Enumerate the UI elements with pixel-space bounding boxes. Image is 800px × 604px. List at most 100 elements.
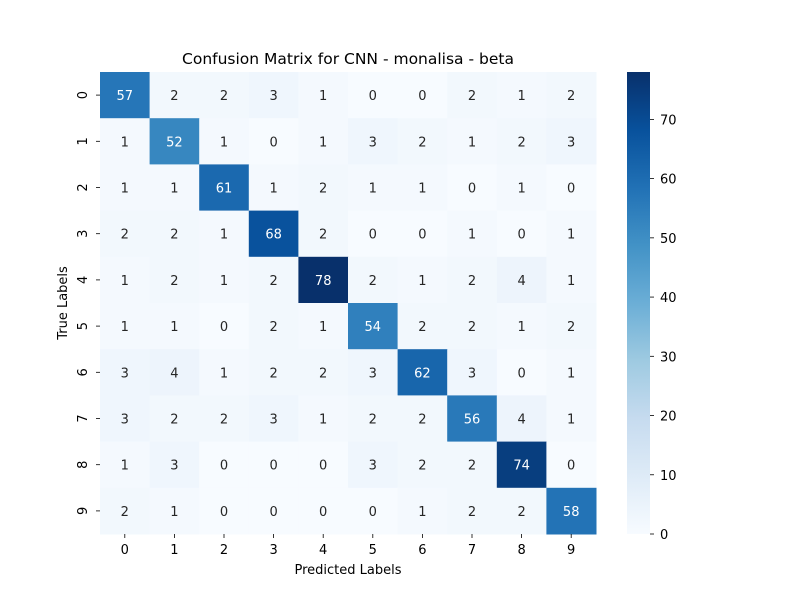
cell-label-0-7: 2 — [468, 89, 476, 104]
cell-label-5-3: 2 — [269, 320, 277, 335]
cell-label-6-4: 2 — [319, 366, 327, 381]
heatmap-cell-2-2 — [199, 164, 250, 212]
cell-label-1-9: 3 — [567, 135, 575, 150]
cell-label-6-6: 62 — [414, 366, 431, 381]
cell-label-3-9: 1 — [567, 228, 575, 243]
cell-label-7-2: 2 — [220, 413, 228, 428]
cell-label-1-3: 0 — [269, 135, 277, 150]
heatmap-cell-1-8 — [496, 118, 547, 165]
heatmap-cell-4-2 — [199, 256, 250, 304]
cell-label-0-4: 1 — [319, 89, 327, 104]
cell-label-2-1: 1 — [170, 182, 178, 197]
heatmap-cell-6-3 — [248, 349, 299, 396]
cell-label-2-6: 1 — [418, 182, 426, 197]
cell-label-3-6: 0 — [418, 228, 426, 243]
heatmap-cell-7-7 — [447, 395, 498, 443]
cell-label-3-3: 68 — [265, 228, 282, 243]
cell-label-8-3: 0 — [269, 459, 277, 474]
heatmap-cell-5-5 — [348, 303, 399, 350]
heatmap-cell-9-2 — [199, 487, 250, 535]
cell-label-0-1: 2 — [170, 89, 178, 104]
cell-label-7-4: 1 — [319, 413, 327, 428]
cell-label-4-6: 1 — [418, 274, 426, 289]
heatmap-cell-0-7 — [447, 72, 498, 119]
heatmap-cell-7-0 — [100, 395, 151, 443]
x-tick-label-0: 0 — [121, 543, 129, 558]
cell-label-7-3: 3 — [269, 413, 277, 428]
cell-label-0-3: 3 — [269, 89, 277, 104]
cell-label-2-5: 1 — [369, 182, 377, 197]
cell-label-3-5: 0 — [369, 228, 377, 243]
cell-label-5-1: 1 — [170, 320, 178, 335]
cell-label-7-8: 4 — [517, 413, 525, 428]
heatmap-cell-0-8 — [496, 72, 547, 119]
cell-label-7-9: 1 — [567, 413, 575, 428]
x-tick-label-5: 5 — [369, 543, 377, 558]
cell-label-7-6: 2 — [418, 413, 426, 428]
cell-label-3-1: 2 — [170, 228, 178, 243]
x-tick-label-6: 6 — [418, 543, 426, 558]
cell-label-0-0: 57 — [117, 89, 134, 104]
heatmap-cell-9-1 — [149, 487, 200, 535]
y-tick-label-7: 7 — [76, 414, 91, 422]
cell-label-6-9: 1 — [567, 366, 575, 381]
cell-label-2-7: 0 — [468, 182, 476, 197]
cell-label-2-0: 1 — [121, 182, 129, 197]
cell-label-9-0: 2 — [121, 505, 129, 520]
cell-label-7-5: 2 — [369, 413, 377, 428]
cell-label-6-1: 4 — [170, 366, 178, 381]
heatmap-cell-6-4 — [298, 349, 349, 396]
heatmap-cell-1-3 — [248, 118, 299, 165]
cell-label-3-8: 0 — [517, 228, 525, 243]
cell-label-5-5: 54 — [365, 320, 382, 335]
heatmap-cell-1-9 — [546, 118, 597, 165]
cell-label-8-8: 74 — [513, 459, 530, 474]
colorbar-tick-label-70: 70 — [660, 113, 677, 128]
heatmap-cell-5-4 — [298, 303, 349, 350]
cell-label-4-5: 2 — [369, 274, 377, 289]
x-axis: 0 1 2 3 4 5 6 7 8 9 — [121, 534, 575, 558]
cell-label-0-9: 2 — [567, 89, 575, 104]
cell-label-4-2: 1 — [220, 274, 228, 289]
cell-label-1-4: 1 — [319, 135, 327, 150]
heatmap-cell-8-7 — [447, 441, 498, 489]
cell-label-9-8: 2 — [517, 505, 525, 520]
cell-label-8-0: 1 — [121, 459, 129, 474]
chart-title: Confusion Matrix for CNN - monalisa - be… — [182, 50, 514, 68]
cell-label-0-2: 2 — [220, 89, 228, 104]
heatmap-cell-6-0 — [100, 349, 151, 396]
heatmap-cell-3-1 — [149, 210, 200, 258]
heatmap-cell-2-1 — [149, 164, 200, 212]
cell-label-1-7: 1 — [468, 135, 476, 150]
cell-label-3-0: 2 — [121, 228, 129, 243]
x-tick-label-3: 3 — [269, 543, 277, 558]
heatmap-cell-6-7 — [447, 349, 498, 396]
heatmap-cell-7-9 — [546, 395, 597, 443]
cell-label-4-8: 4 — [517, 274, 525, 289]
cell-label-1-2: 1 — [220, 135, 228, 150]
y-tick-label-0: 0 — [76, 91, 91, 99]
heatmap-cell-5-3 — [248, 303, 299, 350]
x-tick-label-2: 2 — [220, 543, 228, 558]
heatmap-cell-4-6 — [397, 256, 448, 304]
cell-label-4-3: 2 — [269, 274, 277, 289]
colorbar: 0 10 20 30 40 50 60 70 — [627, 72, 677, 543]
heatmap-cell-1-7 — [447, 118, 498, 165]
heatmap-cells — [100, 72, 597, 535]
heatmap-cell-5-0 — [100, 303, 151, 350]
heatmap-cell-4-9 — [546, 256, 597, 304]
heatmap-cell-6-1 — [149, 349, 200, 396]
heatmap-cell-8-4 — [298, 441, 349, 489]
heatmap-cell-3-6 — [397, 210, 448, 258]
heatmap-cell-4-7 — [447, 256, 498, 304]
x-tick-label-1: 1 — [170, 543, 178, 558]
cell-label-8-5: 3 — [369, 459, 377, 474]
colorbar-tick-label-60: 60 — [660, 173, 677, 188]
heatmap-cell-2-5 — [348, 164, 399, 212]
cell-label-2-9: 0 — [567, 182, 575, 197]
cell-labels: 57 2 2 3 1 0 0 2 1 2 1 52 1 0 1 3 2 1 2 3 1 1 61 1 2 1 1 0 1 0 2 2 1 68 2 0… — [117, 89, 580, 520]
heatmap-cell-3-5 — [348, 210, 399, 258]
heatmap-cell-8-0 — [100, 441, 151, 489]
